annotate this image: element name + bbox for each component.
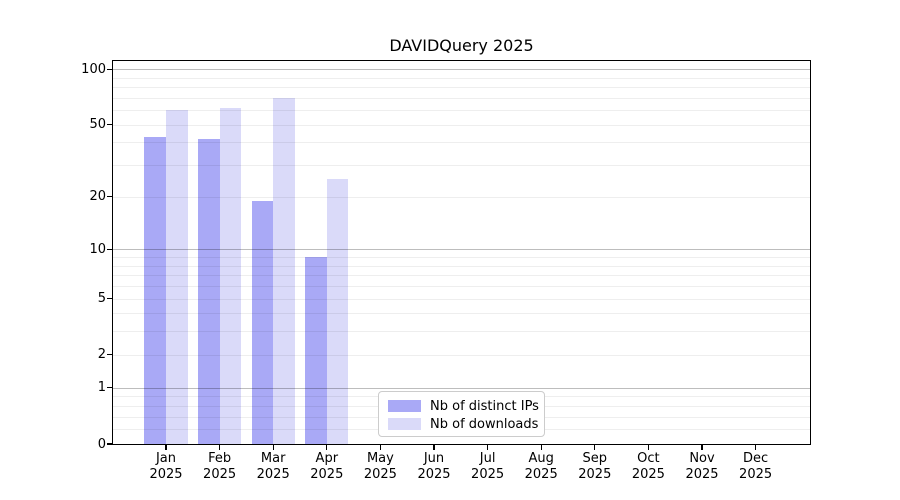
- major-gridline: [113, 69, 810, 71]
- minor-gridline: [113, 124, 810, 126]
- x-tick-mark: [701, 445, 703, 450]
- x-tick-mark: [272, 445, 274, 450]
- x-tick-year: 2025: [471, 467, 505, 482]
- x-tick-label-jul: Jul 2025: [458, 451, 518, 483]
- x-tick-year: 2025: [417, 467, 451, 482]
- x-tick-year: 2025: [203, 467, 237, 482]
- bar-distinct-ips-jan: [144, 136, 166, 444]
- minor-gridline: [113, 97, 810, 99]
- x-tick-mark: [647, 445, 650, 450]
- x-tick-year: 2025: [578, 467, 612, 482]
- x-tick-year: 2025: [149, 467, 183, 482]
- x-tick-label-aug: Aug 2025: [511, 451, 571, 483]
- x-tick-year: 2025: [310, 467, 344, 482]
- y-tick-label: 1: [97, 380, 106, 396]
- y-tick-mark: [107, 248, 112, 250]
- bar-distinct-ips-mar: [251, 200, 274, 444]
- x-tick-mark: [433, 445, 435, 450]
- x-tick-mark: [754, 445, 757, 450]
- y-tick-mark: [107, 297, 112, 300]
- chart-title: DAVIDQuery 2025: [389, 36, 534, 55]
- x-tick-mark: [218, 445, 221, 450]
- x-tick-label-sep: Sep 2025: [565, 451, 625, 483]
- x-tick-label-jan: Jan 2025: [136, 451, 196, 483]
- y-tick-label: 2: [97, 347, 106, 363]
- y-tick-label: 10: [89, 241, 106, 257]
- legend-swatch-0: [388, 400, 421, 412]
- y-tick-label: 100: [81, 61, 106, 77]
- minor-gridline: [113, 77, 810, 79]
- legend-entry-downloads: Nb of downloads: [388, 415, 539, 433]
- x-tick-label-may: May 2025: [350, 451, 410, 483]
- y-tick-mark: [107, 354, 112, 356]
- x-tick-label-nov: Nov 2025: [672, 451, 732, 483]
- y-tick-label: 50: [89, 117, 106, 133]
- legend-label-1: Nb of downloads: [430, 416, 539, 432]
- y-tick-mark: [107, 443, 112, 445]
- minor-gridline: [113, 87, 810, 89]
- y-tick-mark: [107, 196, 112, 198]
- y-tick-mark: [107, 387, 112, 389]
- y-tick-label: 0: [97, 436, 106, 452]
- x-tick-year: 2025: [363, 467, 397, 482]
- x-tick-label-oct: Oct 2025: [618, 451, 678, 483]
- bar-downloads-jan: [166, 110, 188, 444]
- plot-area: [112, 60, 811, 445]
- x-tick-label-apr: Apr 2025: [297, 451, 357, 483]
- x-tick-year: 2025: [524, 467, 558, 482]
- x-tick-mark: [165, 445, 167, 450]
- x-tick-year: 2025: [631, 467, 665, 482]
- x-tick-year: 2025: [685, 467, 719, 482]
- bar-distinct-ips-feb: [197, 138, 220, 444]
- x-tick-label-feb: Feb 2025: [190, 451, 250, 483]
- legend-swatch-1: [388, 418, 421, 430]
- x-tick-mark: [540, 445, 542, 450]
- x-tick-mark: [326, 445, 328, 450]
- legend: Nb of distinct IPs Nb of downloads: [378, 391, 545, 437]
- x-tick-label-mar: Mar 2025: [243, 451, 303, 483]
- x-tick-label-jun: Jun 2025: [404, 451, 464, 483]
- x-tick-year: 2025: [256, 467, 290, 482]
- y-tick-label: 5: [97, 291, 106, 306]
- x-tick-year: 2025: [739, 467, 773, 482]
- x-tick-mark: [379, 445, 382, 450]
- y-tick-label: 20: [89, 189, 106, 205]
- x-tick-label-dec: Dec 2025: [726, 451, 786, 483]
- y-tick-mark: [107, 124, 112, 126]
- legend-entry-distinct-ips: Nb of distinct IPs: [388, 397, 539, 415]
- bar-downloads-mar: [273, 97, 295, 444]
- x-tick-mark: [594, 445, 596, 450]
- legend-label-0: Nb of distinct IPs: [430, 398, 539, 414]
- bar-distinct-ips-apr: [305, 257, 327, 444]
- x-tick-mark: [486, 445, 489, 450]
- y-tick-mark: [107, 68, 112, 70]
- bar-downloads-feb: [219, 107, 242, 444]
- bar-downloads-apr: [326, 179, 349, 444]
- minor-gridline: [113, 110, 810, 112]
